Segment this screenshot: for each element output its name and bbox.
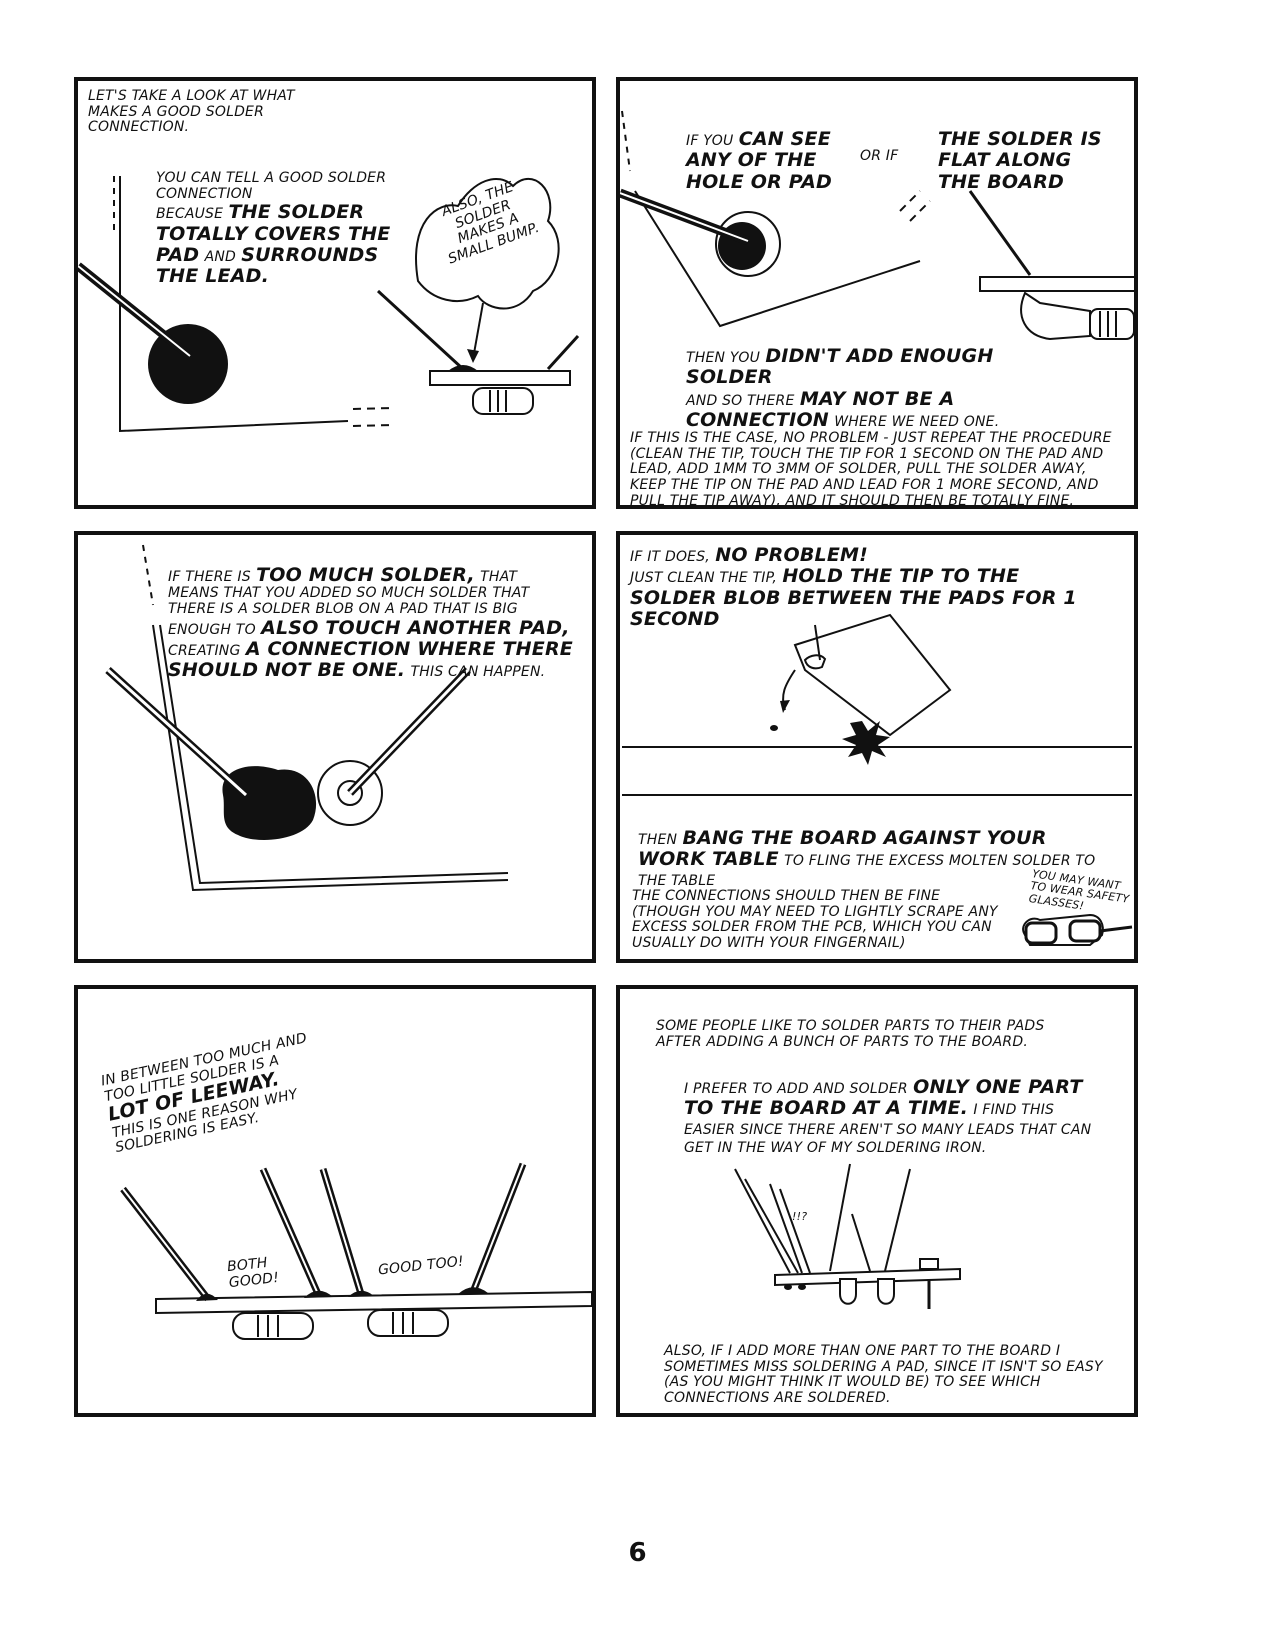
- panel-bang-board: If it does, no problem! Just clean the t…: [616, 531, 1138, 963]
- good-connection-caption: You can tell a good solder connection be…: [156, 170, 416, 288]
- caption-small: then you: [686, 350, 761, 366]
- bang-board-caption: then bang the board against your work ta…: [638, 827, 1108, 889]
- panel-one-part-at-a-time: Some people like to solder parts to thei…: [616, 985, 1138, 1417]
- caption-emphasis: hold the tip to the solder blob between …: [630, 565, 1077, 630]
- caption-small: Just clean the tip,: [630, 570, 778, 587]
- miss-soldering-caption: Also, if I add more than one part to the…: [664, 1343, 1103, 1407]
- caption-emphasis: may not be a connection: [686, 387, 955, 431]
- caption-small: I prefer to add and solder: [684, 1081, 908, 1097]
- caption-emphasis: surrounds the lead.: [156, 243, 379, 288]
- flat-caption: the solder is flat along the board: [938, 128, 1102, 193]
- caption-small: to fling the excess molten solder to the…: [638, 853, 1096, 889]
- caption-line: You can tell a good solder connection: [156, 170, 387, 202]
- connections-fine-caption: The connections should then be fine (tho…: [632, 888, 998, 952]
- see-hole-caption: If you can see any of the hole or pad: [686, 128, 846, 193]
- panel-too-much-solder: If there is too much solder, that means …: [74, 531, 596, 963]
- caption-small: If it does,: [630, 549, 710, 565]
- repeat-procedure-caption: If this is the case, no problem - just r…: [630, 430, 1112, 509]
- some-people-caption: Some people like to solder parts to thei…: [656, 1018, 1045, 1050]
- caption-emphasis: the solder totally covers the: [156, 201, 391, 245]
- good-solder-illustration: [78, 176, 580, 433]
- caption-small: If there is: [168, 569, 251, 585]
- both-good-label: Both good!: [226, 1254, 280, 1291]
- caption-small: and: [204, 248, 236, 265]
- bang-board-illustration: [622, 613, 1133, 946]
- caption-emphasis: a connection where there should not be o…: [168, 637, 573, 682]
- caption-emphasis: didn't add enough solder: [686, 345, 994, 389]
- caption-small: that: [480, 569, 518, 585]
- caption-small: and so there: [686, 392, 795, 409]
- caption-emphasis: only one part to the board at a time.: [684, 1076, 1083, 1120]
- too-much-solder-caption: If there is too much solder, that means …: [168, 564, 578, 682]
- panel-good-solder: Let's take a look at what makes a good s…: [74, 77, 596, 509]
- caption-emphasis: too much solder,: [256, 564, 475, 586]
- caption-emphasis: no problem!: [715, 544, 868, 566]
- caption-emphasis: bang the board against your work table: [638, 827, 1047, 871]
- one-part-illustration: [734, 1163, 961, 1309]
- no-problem-caption: If it does, no problem! Just clean the t…: [630, 544, 1100, 630]
- one-part-caption: I prefer to add and solder only one part…: [684, 1076, 1104, 1157]
- caption-small: then: [638, 832, 678, 848]
- caption-emphasis: can see any of the hole or pad: [686, 128, 833, 193]
- page-number: 6: [628, 1538, 647, 1568]
- caption-small: enough to: [168, 621, 256, 638]
- caption-emphasis: also touch another pad,: [261, 616, 570, 639]
- intro-caption: Let's take a look at what makes a good s…: [88, 88, 295, 136]
- panel-not-enough-solder: If you can see any of the hole or pad or…: [616, 77, 1138, 509]
- too-much-solder-illustration: [105, 544, 509, 892]
- exclamation-label: !!?: [792, 1210, 808, 1223]
- caption-small: because: [156, 206, 224, 223]
- didnt-add-enough-caption: then you didn't add enough solder and so…: [686, 345, 1086, 431]
- caption-small: creating: [168, 642, 241, 659]
- caption-small: This can happen.: [410, 664, 546, 681]
- caption-line: means that you added so much solder that…: [168, 585, 530, 617]
- caption-small: where we need one.: [834, 413, 1000, 430]
- leeway-illustration: [120, 1162, 592, 1340]
- caption-emphasis: pad: [156, 243, 200, 266]
- not-enough-solder-illustration: [620, 110, 1134, 341]
- or-if-caption: or if: [860, 148, 899, 164]
- caption-small: If you: [686, 133, 734, 149]
- caption-small: I find this easier since there aren't so…: [684, 1102, 1092, 1157]
- panel-leeway: In between too much and too little solde…: [74, 985, 596, 1417]
